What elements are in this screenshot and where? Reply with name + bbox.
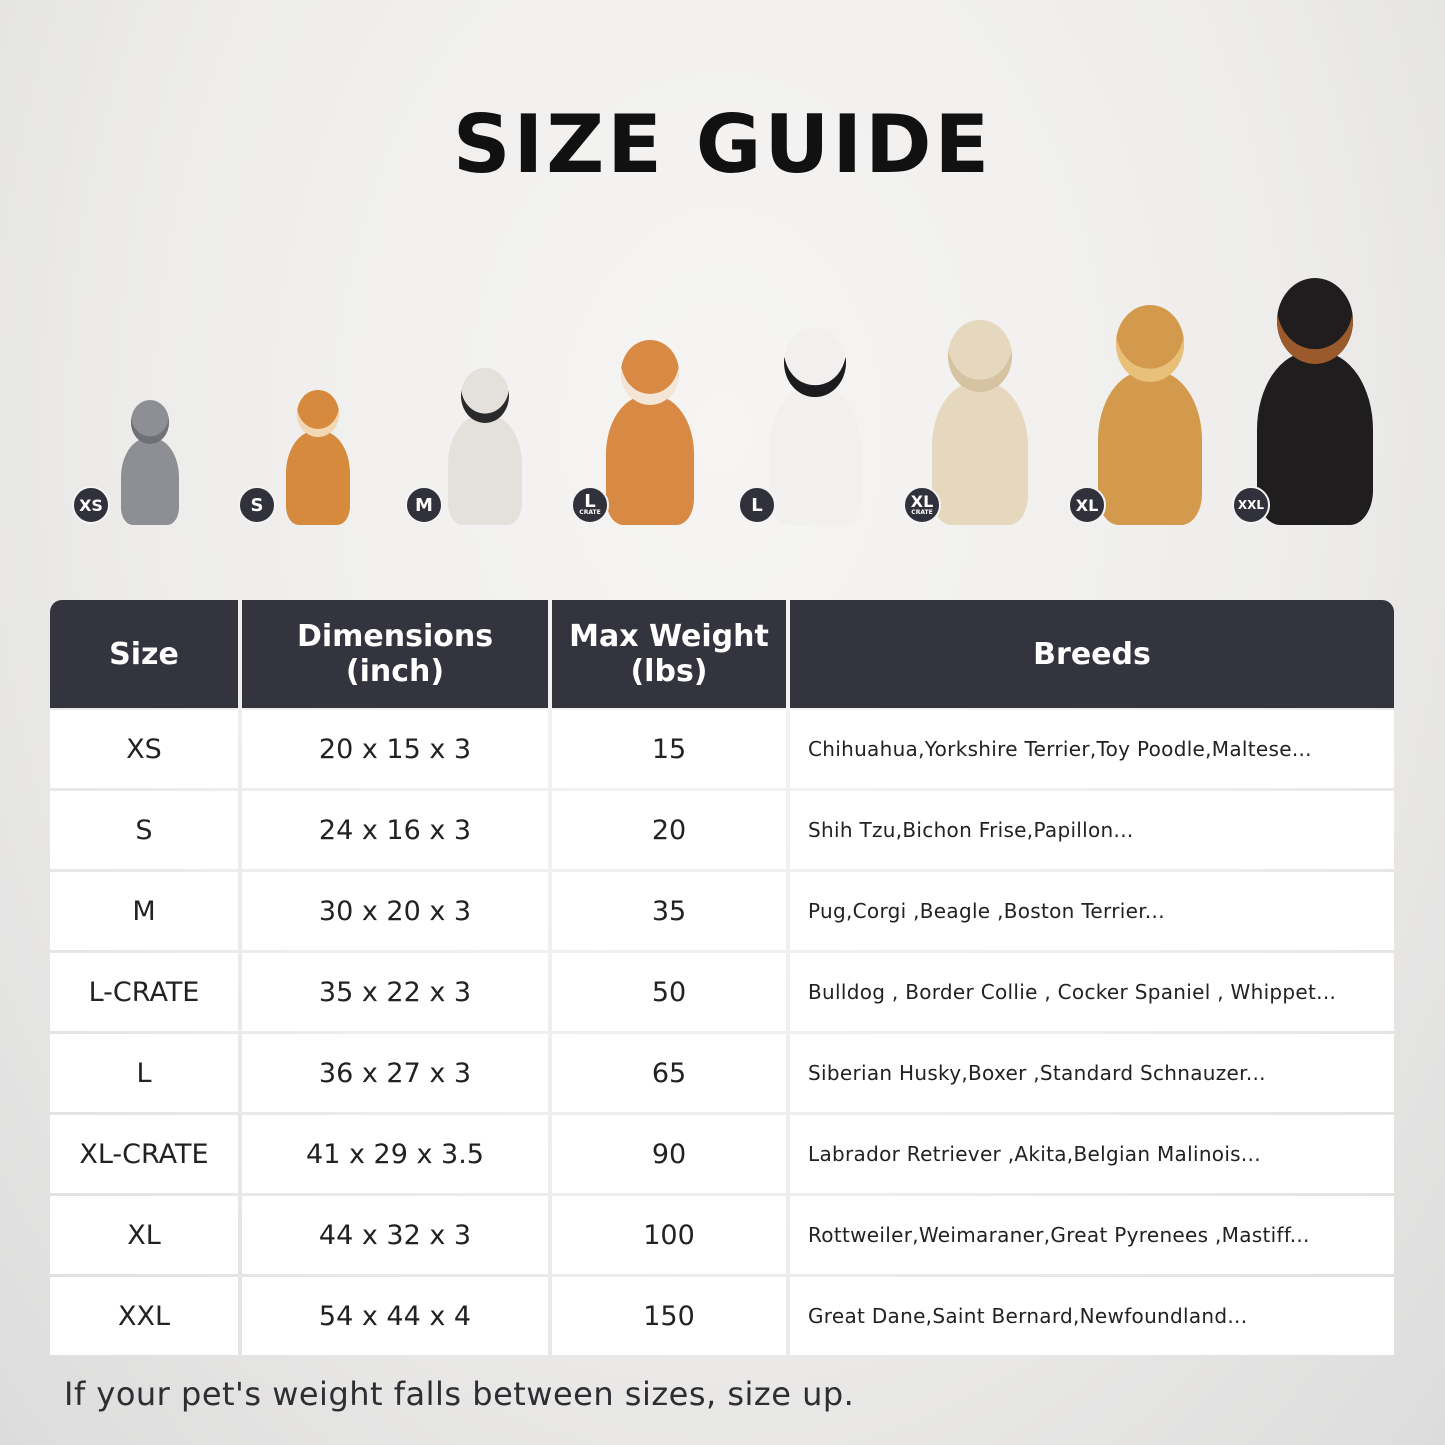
french-bulldog-image: [436, 368, 533, 525]
cell-max-weight: 50: [552, 953, 786, 1031]
cell-dimensions: 24 x 16 x 3: [242, 791, 548, 869]
cell-max-weight: 35: [552, 872, 786, 950]
size-badge-xl: XL: [1068, 486, 1106, 524]
table-header: Size Dimensions (inch) Max Weight (lbs) Breed…: [50, 600, 1394, 708]
cell-size: XS: [50, 710, 238, 788]
cell-breeds: Siberian Husky,Boxer ,Standard Schnauzer…: [790, 1034, 1394, 1112]
cell-max-weight: 90: [552, 1115, 786, 1193]
doberman-image: [1238, 278, 1391, 525]
size-badge-m: M: [405, 486, 443, 524]
cell-dimensions: 30 x 20 x 3: [242, 872, 548, 950]
cell-breeds: Shih Tzu,Bichon Frise,Papillon...: [790, 791, 1394, 869]
cell-max-weight: 65: [552, 1034, 786, 1112]
cell-breeds: Labrador Retriever ,Akita,Belgian Malino…: [790, 1115, 1394, 1193]
cell-dimensions: 44 x 32 x 3: [242, 1196, 548, 1274]
cell-max-weight: 15: [552, 710, 786, 788]
cell-breeds: Rottweiler,Weimaraner,Great Pyrenees ,Ma…: [790, 1196, 1394, 1274]
cell-size: M: [50, 872, 238, 950]
cell-size: XL-CRATE: [50, 1115, 238, 1193]
table-row: XL 44 x 32 x 3 100 Rottweiler,Weimaraner,Gr…: [50, 1196, 1394, 1274]
cell-breeds: Great Dane,Saint Bernard,Newfoundland...: [790, 1277, 1394, 1355]
cell-size: XXL: [50, 1277, 238, 1355]
table-row: L-CRATE 35 x 22 x 3 50 Bulldog , Border Col…: [50, 953, 1394, 1031]
cell-size: XL: [50, 1196, 238, 1274]
pomeranian-image: [276, 390, 360, 525]
footer-note: If your pet's weight falls between sizes…: [64, 1375, 855, 1413]
golden-retriever-image: [1082, 305, 1218, 525]
table-row: M 30 x 20 x 3 35 Pug,Corgi ,Beagle ,Boston …: [50, 872, 1394, 950]
cell-size: L-CRATE: [50, 953, 238, 1031]
table-row: L 36 x 27 x 3 65 Siberian Husky,Boxer ,Stan…: [50, 1034, 1394, 1112]
cell-breeds: Chihuahua,Yorkshire Terrier,Toy Poodle,M…: [790, 710, 1394, 788]
table-row: S 24 x 16 x 3 20 Shih Tzu,Bichon Frise,Papi…: [50, 791, 1394, 869]
border-collie-image: [754, 328, 876, 525]
table-row: XS 20 x 15 x 3 15 Chihuahua,Yorkshire Terri…: [50, 710, 1394, 788]
cell-max-weight: 100: [552, 1196, 786, 1274]
cell-breeds: Pug,Corgi ,Beagle ,Boston Terrier...: [790, 872, 1394, 950]
cell-max-weight: 20: [552, 791, 786, 869]
size-badge-l: L: [738, 486, 776, 524]
header-breeds: Breeds: [790, 600, 1394, 708]
cell-dimensions: 35 x 22 x 3: [242, 953, 548, 1031]
header-size: Size: [50, 600, 238, 708]
page-title: SIZE GUIDE: [452, 98, 993, 191]
header-dimensions: Dimensions (inch): [242, 600, 548, 708]
cell-max-weight: 150: [552, 1277, 786, 1355]
shiba-inu-image: [593, 340, 708, 525]
cell-size: L: [50, 1034, 238, 1112]
table-row: XL-CRATE 41 x 29 x 3.5 90 Labrador Retrieve…: [50, 1115, 1394, 1193]
size-badge-xl-crate: XL CRATE: [903, 486, 941, 524]
size-badge-xs: XS: [72, 486, 110, 524]
size-badge-xxl: XXL: [1232, 486, 1270, 524]
cell-size: S: [50, 791, 238, 869]
cell-dimensions: 41 x 29 x 3.5: [242, 1115, 548, 1193]
size-badge-s: S: [238, 486, 276, 524]
cell-dimensions: 20 x 15 x 3: [242, 710, 548, 788]
cell-dimensions: 36 x 27 x 3: [242, 1034, 548, 1112]
cell-dimensions: 54 x 44 x 4: [242, 1277, 548, 1355]
size-table: Size Dimensions (inch) Max Weight (lbs) Breed…: [50, 600, 1394, 1358]
size-badge-l-crate: L CRATE: [571, 486, 609, 524]
cell-breeds: Bulldog , Border Collie , Cocker Spaniel…: [790, 953, 1394, 1031]
labrador-image: [916, 320, 1043, 525]
table-row: XXL 54 x 44 x 4 150 Great Dane,Saint Bernar…: [50, 1277, 1394, 1355]
header-max-weight: Max Weight (lbs): [552, 600, 786, 708]
cat-image: [111, 400, 189, 525]
